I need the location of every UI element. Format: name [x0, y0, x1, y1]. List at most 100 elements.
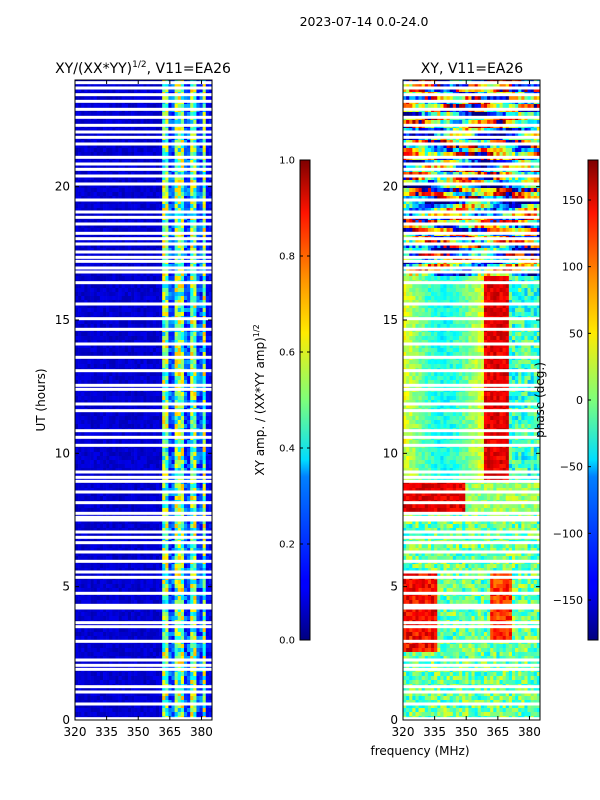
- amp-cell: [124, 496, 129, 501]
- amp-cell: [208, 400, 212, 405]
- amp-cell: [208, 204, 212, 209]
- amp-cell: [190, 120, 194, 125]
- amp-cell: [115, 528, 119, 533]
- amp-cell: [75, 496, 79, 501]
- amp-cell: [75, 424, 79, 429]
- amp-cell: [78, 240, 82, 245]
- amp-cell: [78, 424, 82, 429]
- amp-cell: [187, 288, 191, 293]
- amp-cell: [165, 452, 169, 457]
- amp-cell: [190, 472, 194, 477]
- amp-cell: [137, 96, 141, 101]
- amp-cell: [131, 492, 135, 497]
- amp-cell: [162, 144, 166, 149]
- amp-cell: [93, 220, 98, 225]
- amp-cell: [127, 184, 132, 189]
- amp-cell: [174, 488, 179, 493]
- amp-cell: [121, 448, 126, 453]
- amp-cell: [190, 424, 194, 429]
- amp-cell: [152, 376, 157, 381]
- amp-cell: [146, 416, 151, 421]
- amp-cell: [196, 508, 200, 513]
- amp-cell: [149, 176, 154, 181]
- amp-cell: [190, 96, 194, 101]
- amp-cell: [118, 228, 122, 233]
- amp-cell: [165, 484, 169, 489]
- amp-cell: [127, 492, 132, 497]
- amp-cell: [109, 176, 113, 181]
- amp-cell: [183, 104, 188, 109]
- amp-cell: [159, 160, 163, 165]
- amp-cell: [109, 340, 113, 345]
- amp-cell: [90, 188, 94, 193]
- amp-cell: [137, 336, 141, 341]
- amp-cell: [103, 376, 107, 381]
- amp-cell: [187, 296, 191, 301]
- amp-cell: [112, 240, 116, 245]
- amp-cell: [196, 412, 200, 417]
- amp-cell: [93, 380, 98, 385]
- amp-cell: [208, 460, 212, 465]
- amp-cell: [143, 192, 147, 197]
- amp-cell: [134, 324, 138, 329]
- amp-cell: [78, 440, 82, 445]
- amp-cell: [93, 96, 98, 101]
- amp-cell: [177, 324, 182, 329]
- amp-cell: [174, 508, 179, 513]
- amp-cell: [155, 520, 160, 525]
- amp-cell: [162, 240, 166, 245]
- amp-cell: [75, 112, 79, 117]
- amp-cell: [75, 396, 79, 401]
- amp-cell: [196, 104, 200, 109]
- amp-cell: [99, 352, 104, 357]
- amp-cell: [146, 508, 151, 513]
- amp-cell: [152, 144, 157, 149]
- amp-cell: [103, 152, 107, 157]
- amp-cell: [140, 484, 144, 489]
- amp-cell: [81, 104, 85, 109]
- amp-cell: [106, 204, 110, 209]
- amp-cell: [93, 312, 98, 317]
- amp-cell: [134, 320, 138, 325]
- amp-cell: [115, 84, 119, 89]
- amp-cell: [93, 268, 98, 273]
- amp-cell: [171, 432, 175, 437]
- amp-cell: [112, 84, 116, 89]
- amp-cell: [90, 164, 94, 169]
- amp-cell: [109, 504, 113, 509]
- amp-cell: [190, 224, 194, 229]
- amp-cell: [75, 264, 79, 269]
- amp-cell: [121, 392, 126, 397]
- amp-cell: [199, 96, 203, 101]
- amp-cell: [134, 288, 138, 293]
- amp-cell: [159, 484, 163, 489]
- amp-cell: [115, 284, 119, 289]
- amp-cell: [193, 212, 197, 217]
- amp-cell: [137, 504, 141, 509]
- amp-cell: [183, 468, 188, 473]
- amp-cell: [109, 128, 113, 133]
- amp-cell: [196, 520, 200, 525]
- amp-cell: [103, 488, 107, 493]
- amp-cell: [202, 132, 207, 137]
- amp-cell: [149, 192, 154, 197]
- amp-cell: [174, 392, 179, 397]
- amp-cell: [75, 344, 79, 349]
- amp-cell: [112, 300, 116, 305]
- amp-cell: [196, 528, 200, 533]
- amp-cell: [190, 152, 194, 157]
- amp-cell: [183, 424, 188, 429]
- amp-cell: [131, 432, 135, 437]
- amp-cell: [155, 272, 160, 277]
- amp-cell: [99, 292, 104, 297]
- amp-cell: [93, 344, 98, 349]
- amp-cell: [87, 392, 91, 397]
- amp-cell: [187, 452, 191, 457]
- amp-cell: [112, 120, 116, 125]
- amp-cell: [202, 300, 207, 305]
- amp-cell: [124, 348, 129, 353]
- amp-cell: [109, 404, 113, 409]
- amp-cell: [174, 440, 179, 445]
- amp-cell: [127, 448, 132, 453]
- amp-cell: [155, 104, 160, 109]
